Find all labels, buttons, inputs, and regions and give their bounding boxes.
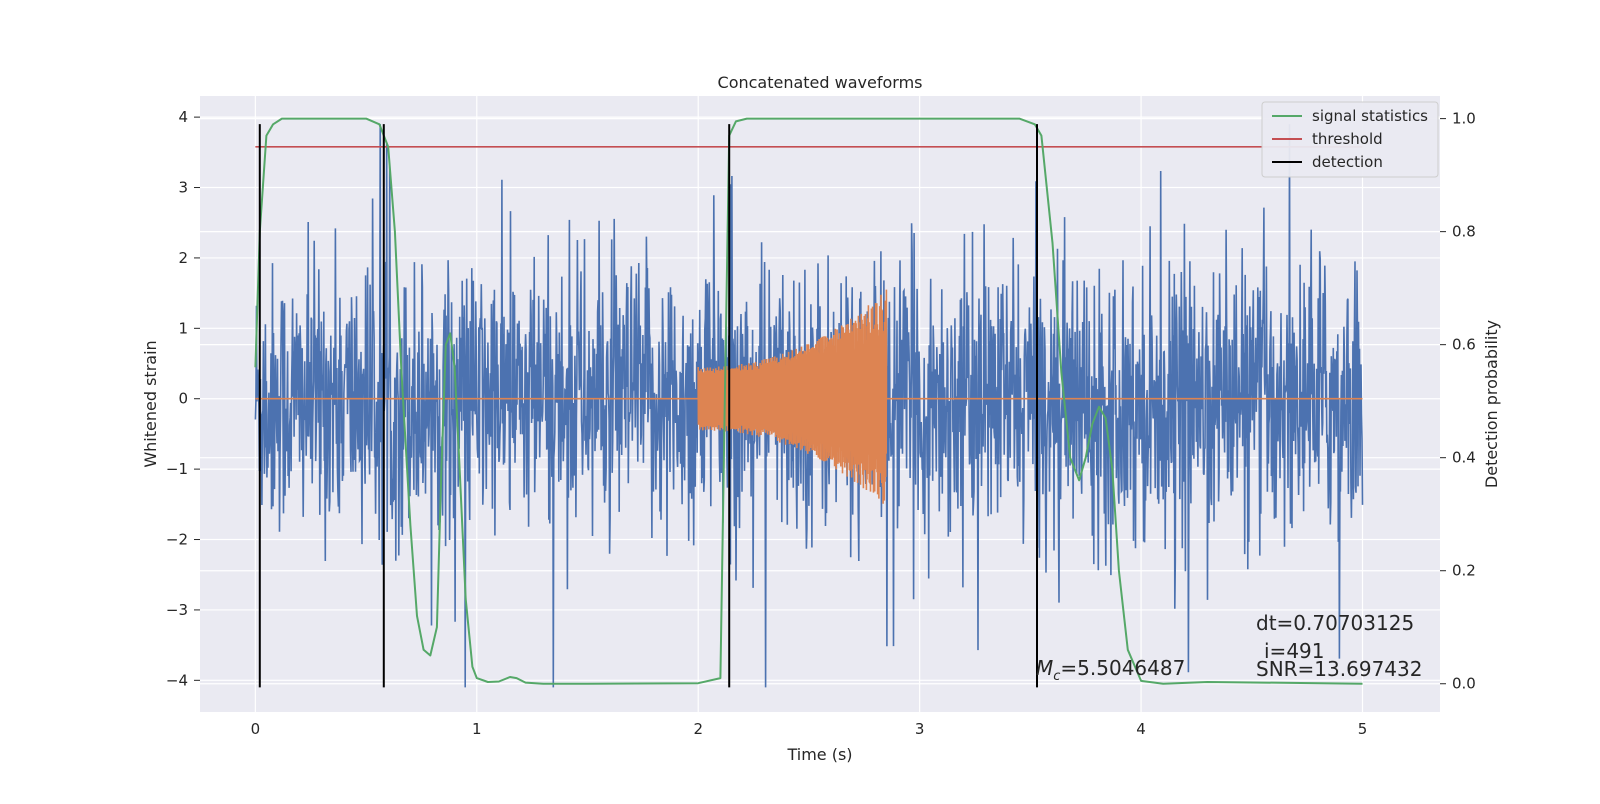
y-tick-label-right: 0.6 — [1452, 336, 1476, 354]
axes: 0 1 2 3 4 5 −4 −3 −2 −1 0 1 2 3 4 0.0 0.2 0.4 0.6 0.8 1.0 — [166, 108, 1476, 738]
y-tick-label-right: 0.8 — [1452, 223, 1476, 241]
legend-label-detection: detection — [1312, 153, 1383, 171]
annotation-mc-symbol: M — [1036, 656, 1053, 680]
y-tick-label-left: 2 — [178, 249, 188, 267]
x-tick-label: 0 — [251, 720, 261, 738]
annotation-mc-subscript: c — [1053, 669, 1060, 684]
y-tick-label-left: −1 — [166, 460, 188, 478]
legend-label-signal-statistics: signal statistics — [1312, 107, 1428, 125]
y-tick-label-left: 3 — [178, 179, 188, 197]
series-signal-statistics — [254, 117, 1363, 685]
y-tick-label-left: −3 — [166, 601, 188, 619]
x-tick-label: 1 — [472, 720, 482, 738]
annotation-chirp-mass: Mc=5.5046487 — [1036, 656, 1185, 684]
chart-title: Concatenated waveforms — [718, 73, 923, 92]
x-tick-label: 4 — [1136, 720, 1146, 738]
x-axis-label: Time (s) — [786, 745, 852, 764]
annotation-i: i=491 — [1264, 639, 1325, 663]
series-layer — [254, 117, 1364, 688]
y-tick-label-right: 0.2 — [1452, 562, 1476, 580]
y-axis-label-left: Whitened strain — [141, 340, 160, 467]
legend-label-threshold: threshold — [1312, 130, 1383, 148]
y-tick-label-left: −2 — [166, 531, 188, 549]
annotation-mc-value: =5.5046487 — [1060, 656, 1185, 680]
y-tick-label-left: −4 — [166, 671, 188, 689]
x-tick-label: 5 — [1358, 720, 1368, 738]
y-tick-label-right: 0.4 — [1452, 449, 1476, 467]
y-tick-label-left: 4 — [178, 108, 188, 126]
legend: signal statistics threshold detection — [1261, 101, 1439, 178]
legend-box — [1261, 101, 1439, 178]
y-tick-label-left: 0 — [178, 390, 188, 408]
y-tick-label-left: 1 — [178, 319, 188, 337]
y-axis-label-right: Detection probability — [1482, 320, 1501, 488]
x-tick-label: 3 — [915, 720, 925, 738]
annotation-dt: dt=0.70703125 — [1256, 611, 1414, 635]
y-tick-label-right: 0.0 — [1452, 675, 1476, 693]
x-tick-label: 2 — [693, 720, 703, 738]
annotation-snr: SNR=13.697432 — [1256, 657, 1422, 681]
y-tick-label-right: 1.0 — [1452, 110, 1476, 128]
